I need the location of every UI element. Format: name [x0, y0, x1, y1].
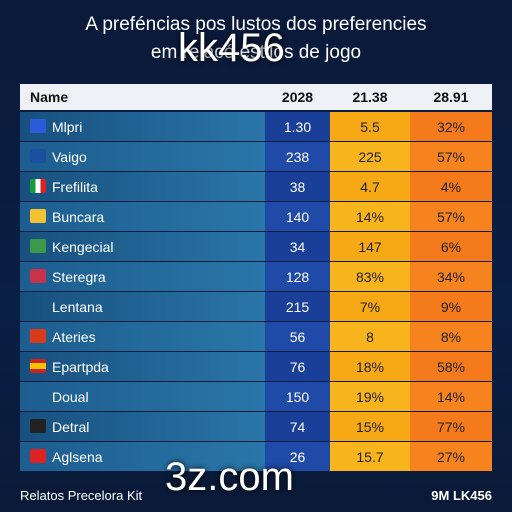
table-row: Aglsena 26 15.7 27%: [20, 442, 492, 471]
footer-left: Relatos Precelora Kit: [20, 488, 143, 503]
table-cell: 56: [265, 322, 330, 351]
table-cell: 4%: [410, 172, 492, 201]
flag-icon: [30, 179, 46, 193]
table-cell: Epartpda: [20, 352, 265, 381]
table-cell: 76: [265, 352, 330, 381]
table-cell: 34%: [410, 262, 492, 291]
table-row: Vaigo 238 225 57%: [20, 142, 492, 171]
table-cell: 6%: [410, 232, 492, 261]
watermark: kk456: [178, 26, 285, 70]
table-cell: 58%: [410, 352, 492, 381]
table-cell: 5.5: [330, 112, 410, 141]
table-cell: 15.7: [330, 442, 410, 471]
table-cell: 8: [330, 322, 410, 351]
table-cell: 34: [265, 232, 330, 261]
table-cell: 7%: [330, 292, 410, 321]
table-cell: 27%: [410, 442, 492, 471]
table-cell: 147: [330, 232, 410, 261]
flag-icon: [30, 269, 46, 283]
header-cell: 21.38: [352, 89, 388, 105]
table-cell: 57%: [410, 202, 492, 231]
table-cell: 74: [265, 412, 330, 441]
title-line: A preféncias pos lustos dos preferencies: [85, 14, 427, 35]
table-row: Buncara 140 14% 57%: [20, 202, 492, 231]
table-row: Kengecial 34 147 6%: [20, 232, 492, 261]
table-cell: Vaigo: [20, 142, 265, 171]
table-cell: 19%: [330, 382, 410, 411]
table-cell: 18%: [330, 352, 410, 381]
title-line: em relacó estilos de jogo: [150, 42, 362, 63]
header-cell: Name: [30, 89, 69, 105]
table-row: Detral 74 15% 77%: [20, 412, 492, 441]
table-cell: Doual: [20, 382, 265, 411]
footer-right: 9M LK456: [431, 488, 492, 503]
table-cell: 128: [265, 262, 330, 291]
table-row: Steregra 128 83% 34%: [20, 262, 492, 291]
table-cell: 8%: [410, 322, 492, 351]
table-cell: Aglsena: [20, 442, 265, 471]
table-row: Doual 150 19% 14%: [20, 382, 492, 411]
flag-icon: [30, 209, 46, 223]
table-row: Lentana 215 7% 9%: [20, 292, 492, 321]
table-cell: 26: [265, 442, 330, 471]
watermark: 3z.com: [165, 455, 294, 499]
header-cell: 28.91: [433, 89, 469, 105]
table-cell: 215: [265, 292, 330, 321]
flag-icon: [30, 329, 46, 343]
table-row: Frefilita 38 4.7 4%: [20, 172, 492, 201]
table-cell: Ateries: [20, 322, 265, 351]
table-row: Mlpri 1.30 5.5 32%: [20, 112, 492, 141]
table-cell: 83%: [330, 262, 410, 291]
table-cell: 9%: [410, 292, 492, 321]
table-cell: Kengecial: [20, 232, 265, 261]
table-cell: Mlpri: [20, 112, 265, 141]
header-row: Name 2028 21.38 28.91: [20, 84, 492, 110]
table-cell: 15%: [330, 412, 410, 441]
table-cell: 38: [265, 172, 330, 201]
table-cell: 57%: [410, 142, 492, 171]
flag-icon: [30, 149, 46, 163]
table-cell: Frefilita: [20, 172, 265, 201]
table-cell: Steregra: [20, 262, 265, 291]
flag-icon: [30, 119, 46, 133]
flag-icon: [30, 239, 46, 253]
table-cell: 77%: [410, 412, 492, 441]
flag-icon: [30, 449, 46, 463]
table-cell: 238: [265, 142, 330, 171]
table-cell: Buncara: [20, 202, 265, 231]
table-row: Epartpda 76 18% 58%: [20, 352, 492, 381]
header-cell: 2028: [281, 89, 314, 105]
flag-icon: [30, 359, 46, 373]
table-cell: 14%: [410, 382, 492, 411]
table-cell: 14%: [330, 202, 410, 231]
table-cell: Lentana: [20, 292, 265, 321]
table-cell: 32%: [410, 112, 492, 141]
table-cell: Detral: [20, 412, 265, 441]
table-cell: 140: [265, 202, 330, 231]
table-cell: 1.30: [265, 112, 330, 141]
flag-icon: [30, 419, 46, 433]
table-cell: 4.7: [330, 172, 410, 201]
table-row: Ateries 56 8 8%: [20, 322, 492, 351]
table-cell: 150: [265, 382, 330, 411]
table-cell: 225: [330, 142, 410, 171]
